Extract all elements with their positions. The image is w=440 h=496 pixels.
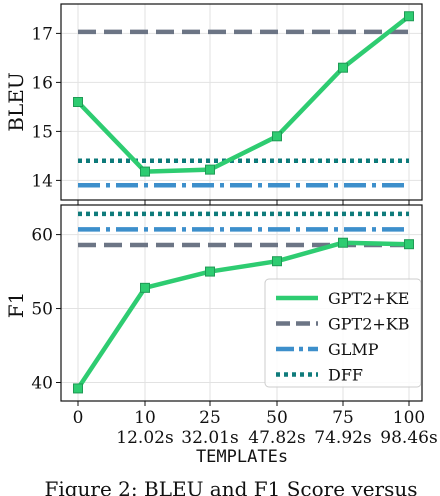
legend: GPT2+KE GPT2+KB GLMP DFF <box>264 278 422 388</box>
figure-caption: Figure 2: BLEU and F1 Score versus <box>44 477 417 496</box>
f1-point <box>272 256 282 267</box>
x-tick-label: 25 <box>199 408 221 428</box>
x-tick-secondary-label: 98.46s <box>380 428 437 448</box>
f1-ytick-label: 50 <box>31 300 53 320</box>
bleu-point <box>272 131 282 142</box>
x-tick-label: 50 <box>266 408 288 428</box>
f1-point <box>338 237 348 248</box>
f1-y-axis-label: F1 <box>4 292 28 319</box>
bleu-point <box>338 62 348 73</box>
bleu-ytick-label: 17 <box>31 24 53 44</box>
legend-label: GPT2+KB <box>328 315 410 334</box>
x-tick-label: 10 <box>134 408 156 428</box>
x-tick-label: 100 <box>393 408 425 428</box>
bleu-y-axis-label: BLEU <box>4 72 28 131</box>
bleu-point <box>404 11 414 22</box>
bleu-ytick-label: 14 <box>31 171 53 191</box>
legend-label: DFF <box>328 366 363 385</box>
f1-point <box>205 266 215 277</box>
bleu-panel: 14 15 16 17 <box>31 3 423 205</box>
f1-ytick-label: 60 <box>31 226 53 246</box>
bleu-series-gpt2-ke-line <box>76 14 411 174</box>
legend-label: GLMP <box>328 340 379 359</box>
x-tick-secondary-label: 32.01s <box>181 428 238 448</box>
f1-ytick-label: 40 <box>31 374 53 394</box>
x-tick-secondary-label: 12.02s <box>116 428 173 448</box>
x-axis-label: TEMPLATEs <box>196 447 288 467</box>
bleu-ytick-label: 16 <box>31 73 53 93</box>
legend-label: GPT2+KE <box>328 289 409 308</box>
f1-series-gpt2-ke-line <box>76 240 410 390</box>
f1-point <box>73 383 83 394</box>
bleu-point <box>140 166 150 177</box>
f1-point <box>404 239 414 250</box>
x-tick-label: 0 <box>73 408 84 428</box>
x-tick-secondary-label: 47.82s <box>248 428 305 448</box>
x-tick-secondary-label: 74.92s <box>314 428 371 448</box>
bleu-plot-frame <box>60 3 423 201</box>
f1-point <box>140 282 150 293</box>
bleu-ytick-label: 15 <box>31 122 53 142</box>
bleu-point <box>205 164 215 175</box>
bleu-point <box>73 97 83 107</box>
x-tick-label: 75 <box>332 408 354 428</box>
f1-plot-frame <box>60 204 423 402</box>
legend-box <box>264 278 422 388</box>
